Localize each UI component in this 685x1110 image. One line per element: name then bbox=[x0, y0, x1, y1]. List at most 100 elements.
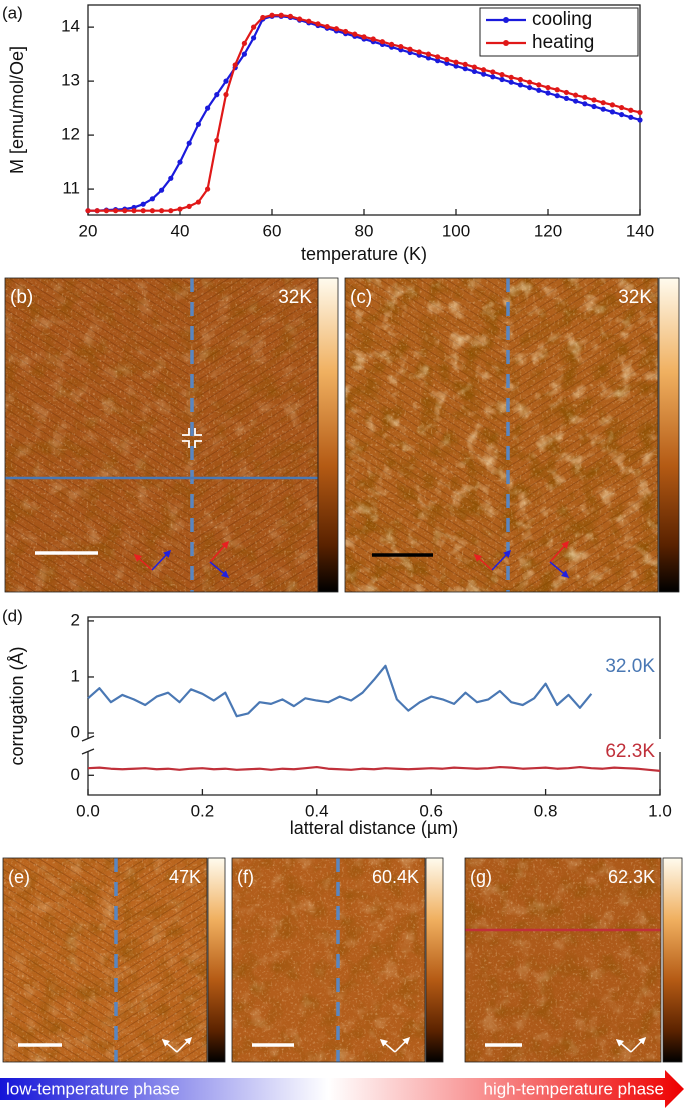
series-marker bbox=[177, 206, 183, 212]
y-tick-label: 2 bbox=[71, 610, 80, 629]
panel-temperature: 62.3K bbox=[608, 867, 655, 887]
panel-label: (e) bbox=[8, 867, 30, 887]
colorbar bbox=[658, 277, 680, 593]
series-marker bbox=[563, 95, 570, 101]
axis-arrow bbox=[615, 1039, 632, 1053]
series-marker bbox=[444, 60, 450, 66]
series-marker bbox=[425, 55, 431, 61]
series-marker bbox=[297, 16, 303, 22]
x-tick-label: 40 bbox=[171, 221, 190, 240]
series-marker bbox=[232, 62, 238, 68]
series-marker bbox=[600, 100, 606, 106]
series-marker bbox=[379, 39, 385, 45]
series-marker bbox=[637, 117, 643, 123]
series-marker bbox=[554, 93, 560, 99]
series-marker bbox=[113, 208, 119, 214]
x-tick-label: 120 bbox=[534, 221, 562, 240]
series-marker bbox=[536, 87, 542, 93]
series-marker bbox=[490, 69, 496, 75]
y-tick-label: 13 bbox=[61, 71, 80, 90]
series-line bbox=[87, 664, 593, 718]
series-marker bbox=[453, 63, 459, 69]
series-marker bbox=[186, 203, 192, 209]
crosshair bbox=[182, 428, 202, 448]
series-marker bbox=[195, 199, 201, 205]
series-marker bbox=[499, 72, 505, 78]
series-marker bbox=[159, 208, 165, 214]
series-marker bbox=[508, 74, 514, 80]
series-marker bbox=[159, 187, 165, 193]
legend-label: cooling bbox=[532, 9, 592, 30]
x-tick-label: 100 bbox=[442, 221, 470, 240]
series-marker bbox=[241, 51, 247, 57]
series-marker bbox=[205, 105, 211, 111]
series-marker bbox=[609, 109, 616, 115]
texture bbox=[232, 858, 425, 1062]
series-marker bbox=[444, 56, 450, 63]
series-marker bbox=[545, 84, 551, 91]
series-marker bbox=[471, 68, 477, 75]
series-marker bbox=[149, 208, 155, 214]
series-marker bbox=[122, 208, 128, 214]
y-tick-label: 1 bbox=[71, 666, 80, 685]
legend-marker bbox=[503, 40, 509, 46]
series-marker bbox=[131, 208, 137, 214]
image-panel: (b) 32K bbox=[4, 277, 339, 593]
y-tick-label: 12 bbox=[61, 125, 80, 144]
y-tick-label: 0 bbox=[71, 723, 80, 742]
x-axis-title: temperature (K) bbox=[301, 244, 427, 264]
panel-label: (c) bbox=[350, 287, 372, 308]
series-marker bbox=[85, 208, 91, 214]
x-tick-label: 0.4 bbox=[305, 801, 329, 820]
series-marker bbox=[140, 201, 146, 207]
panel-frame bbox=[231, 857, 426, 1063]
x-tick-label: 80 bbox=[355, 221, 374, 240]
panel-frame bbox=[344, 277, 659, 593]
image-panel: (f) 60.4K bbox=[231, 857, 444, 1063]
series-marker bbox=[563, 89, 570, 96]
axis-arrow bbox=[549, 540, 570, 563]
x-tick-label: 0.2 bbox=[191, 801, 215, 820]
series-marker bbox=[573, 98, 579, 104]
series-marker bbox=[453, 59, 459, 65]
phase-left: low-temperature phase bbox=[6, 1079, 180, 1098]
series-marker bbox=[260, 14, 266, 21]
series-marker bbox=[324, 23, 330, 30]
texture bbox=[345, 278, 658, 592]
panel-temperature: 47K bbox=[169, 867, 201, 887]
y-tick-label: 11 bbox=[62, 179, 80, 198]
axis-arrow bbox=[630, 1036, 647, 1053]
panel-label: (f) bbox=[237, 867, 254, 887]
x-tick-label: 0.8 bbox=[534, 801, 558, 820]
axis-arrow bbox=[209, 540, 230, 563]
axis-break bbox=[81, 735, 95, 755]
series-marker bbox=[195, 121, 201, 127]
panel-temperature: 32K bbox=[618, 287, 652, 308]
series-marker bbox=[591, 97, 597, 103]
series-marker bbox=[517, 76, 524, 83]
series-marker bbox=[370, 36, 376, 42]
series-marker bbox=[186, 140, 192, 146]
series-marker bbox=[241, 40, 247, 46]
series-marker bbox=[462, 66, 468, 72]
series-marker bbox=[499, 76, 505, 83]
panel-frame bbox=[2, 857, 208, 1063]
series-marker bbox=[223, 78, 229, 84]
series-label: 32.0K bbox=[605, 656, 655, 677]
image-panel: (e) 47K bbox=[2, 857, 226, 1063]
series-marker bbox=[637, 109, 643, 116]
series-marker bbox=[177, 159, 183, 165]
series-marker bbox=[407, 46, 413, 52]
series-marker bbox=[481, 67, 487, 73]
colorbar bbox=[207, 857, 226, 1063]
series-marker bbox=[573, 92, 579, 98]
series-label: 62.3K bbox=[605, 741, 655, 762]
axis-arrow bbox=[133, 554, 153, 571]
x-tick-label: 1.0 bbox=[648, 801, 672, 820]
series-marker bbox=[269, 12, 275, 18]
series-marker bbox=[490, 74, 496, 80]
series-marker bbox=[527, 84, 533, 91]
series-marker bbox=[517, 82, 524, 88]
series-marker bbox=[591, 103, 597, 110]
